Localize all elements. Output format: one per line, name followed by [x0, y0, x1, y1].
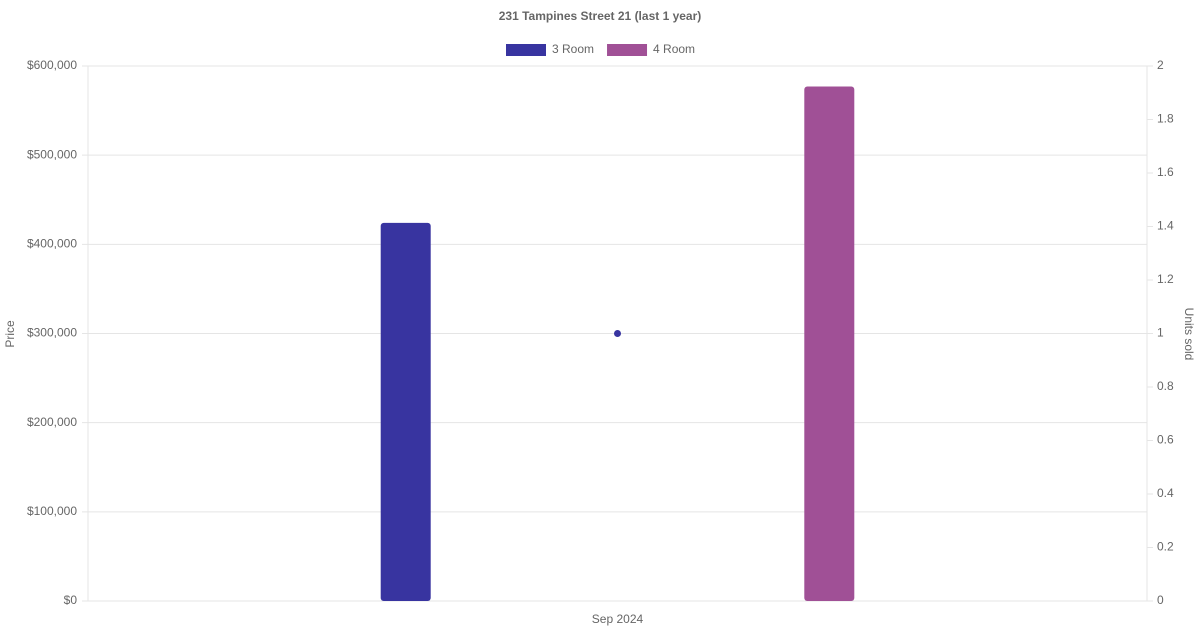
y2-tick-label: 1: [1157, 326, 1164, 340]
point: [614, 330, 621, 337]
y2-tick-label: 0.6: [1157, 433, 1174, 447]
bar: [380, 222, 431, 601]
y2-tick-label: 0.2: [1157, 540, 1174, 554]
y-tick-label: $200,000: [27, 415, 77, 429]
y2-tick-label: 1.4: [1157, 219, 1174, 233]
legend-swatch: [506, 44, 546, 56]
y2-tick-label: 0.8: [1157, 379, 1174, 393]
y2-tick-label: 1.2: [1157, 272, 1174, 286]
legend-swatch: [607, 44, 648, 56]
y2-tick-label: 1.8: [1157, 112, 1174, 126]
y-tick-label: $300,000: [27, 326, 77, 340]
legend-label: 3 Room: [552, 42, 594, 56]
y2-tick-label: 0: [1157, 593, 1164, 607]
y2-tick-label: 2: [1157, 58, 1164, 72]
y-tick-label: $500,000: [27, 147, 77, 161]
x-tick-label: Sep 2024: [592, 612, 644, 626]
y-tick-label: $600,000: [27, 58, 77, 72]
chart-title: 231 Tampines Street 21 (last 1 year): [499, 9, 702, 23]
y2-tick-label: 0.4: [1157, 486, 1174, 500]
y-tick-label: $400,000: [27, 237, 77, 251]
y2-tick-label: 1.6: [1157, 165, 1174, 179]
y2-axis-label: Units sold: [1182, 308, 1196, 361]
y-tick-label: $0: [64, 593, 78, 607]
bar: [804, 86, 855, 602]
y-axis-label: Price: [3, 320, 17, 348]
legend-label: 4 Room: [653, 42, 695, 56]
y-tick-label: $100,000: [27, 504, 77, 518]
